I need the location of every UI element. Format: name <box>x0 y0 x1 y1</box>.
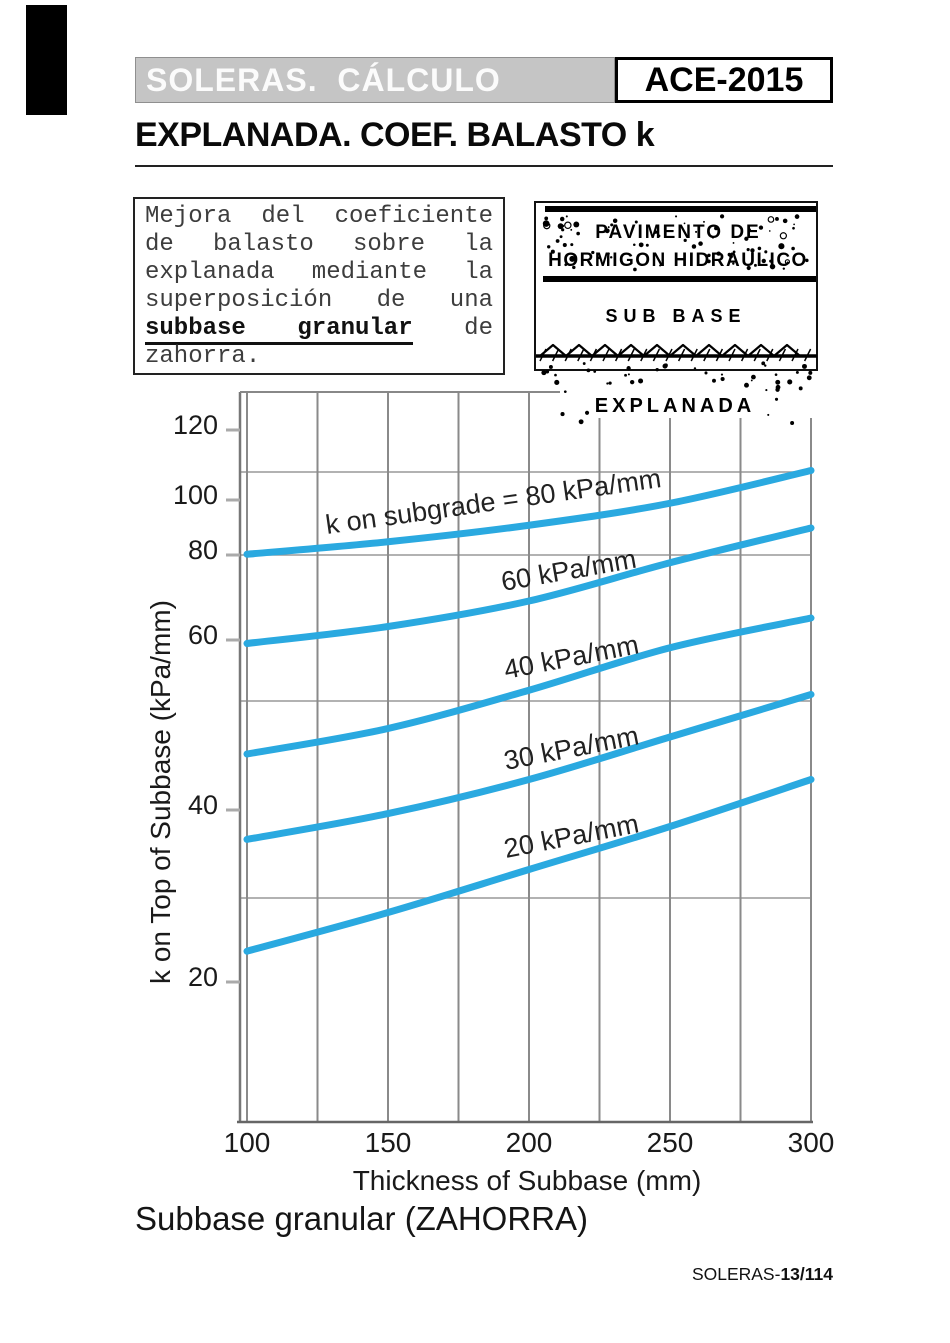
scan-corner-bar <box>26 5 67 115</box>
svg-text:150: 150 <box>365 1127 412 1158</box>
note-post: de zahorra. <box>145 315 493 370</box>
note-emphasis: subbase granular <box>145 315 413 345</box>
subgrade-speckle-texture <box>541 361 813 425</box>
svg-text:100: 100 <box>224 1127 271 1158</box>
pavement-section-diagram: PAVIMENTO DE HORMIGON HIDRAULICO SUB BASE E… <box>534 201 818 425</box>
curve-k-20 <box>243 776 815 955</box>
page-footer: SOLERAS-13/114 <box>516 1264 833 1285</box>
curve-k-30 <box>243 691 815 843</box>
slab-bottom-line <box>543 276 816 282</box>
x-axis-title: Thickness of Subbase (mm) <box>353 1165 702 1196</box>
page-heading: EXPLANADA. COEF. BALASTO k <box>135 116 833 167</box>
svg-text:100: 100 <box>173 480 218 510</box>
svg-text:20: 20 <box>188 962 218 992</box>
curve-k-60 <box>243 524 815 647</box>
chart-gridlines <box>240 392 812 1122</box>
diagram-border <box>534 201 818 371</box>
slab-top-line <box>545 206 816 212</box>
svg-text:300: 300 <box>788 1127 835 1158</box>
x-axis-tick-labels: 100 150 200 250 300 <box>224 1127 835 1158</box>
svg-text:80: 80 <box>188 535 218 565</box>
title-bar: SOLERAS. CÁLCULO <box>135 57 615 103</box>
note-paragraph: Mejora del coeficiente de balasto sobre … <box>145 203 493 371</box>
y-axis-ticks-and-labels: 120 100 80 60 40 20 <box>173 410 240 992</box>
svg-text:40: 40 <box>188 790 218 820</box>
diagram-label-explanada: EXPLANADA <box>595 395 755 417</box>
note-pre: Mejora del coeficiente de balasto sobre … <box>145 203 493 314</box>
ace-badge: ACE-2015 <box>615 57 833 103</box>
ace-badge-text: ACE-2015 <box>644 60 804 99</box>
y-axis-title: k on Top of Subbase (kPa/mm) <box>145 600 176 984</box>
diagram-label-subbase: SUB BASE <box>605 306 746 326</box>
diagram-label-hormigon: HORMIGON HIDRAULICO <box>548 250 808 271</box>
svg-text:120: 120 <box>173 410 218 440</box>
ground-line <box>536 343 817 362</box>
note-box: Mejora del coeficiente de balasto sobre … <box>133 197 505 375</box>
svg-text:200: 200 <box>506 1127 553 1158</box>
chart-axes <box>237 391 813 1124</box>
concrete-speckle-texture <box>542 214 809 272</box>
page-heading-text: EXPLANADA. COEF. BALASTO k <box>135 116 655 154</box>
footer-page-number: 13/114 <box>780 1264 833 1284</box>
k-value-chart: 120 100 80 60 40 20 100 150 200 250 300 Thickness o… <box>145 391 835 1196</box>
figure-caption: Subbase granular (ZAHORRA) <box>135 1200 589 1237</box>
curve-k-80 <box>243 467 815 558</box>
footer-doc: SOLERAS- <box>691 1264 781 1284</box>
svg-text:250: 250 <box>647 1127 694 1158</box>
curve-k-40 <box>243 614 815 758</box>
title-bar-text: SOLERAS. CÁLCULO <box>146 61 501 98</box>
svg-text:60: 60 <box>188 620 218 650</box>
diagram-label-pavimento: PAVIMENTO DE <box>595 222 760 243</box>
